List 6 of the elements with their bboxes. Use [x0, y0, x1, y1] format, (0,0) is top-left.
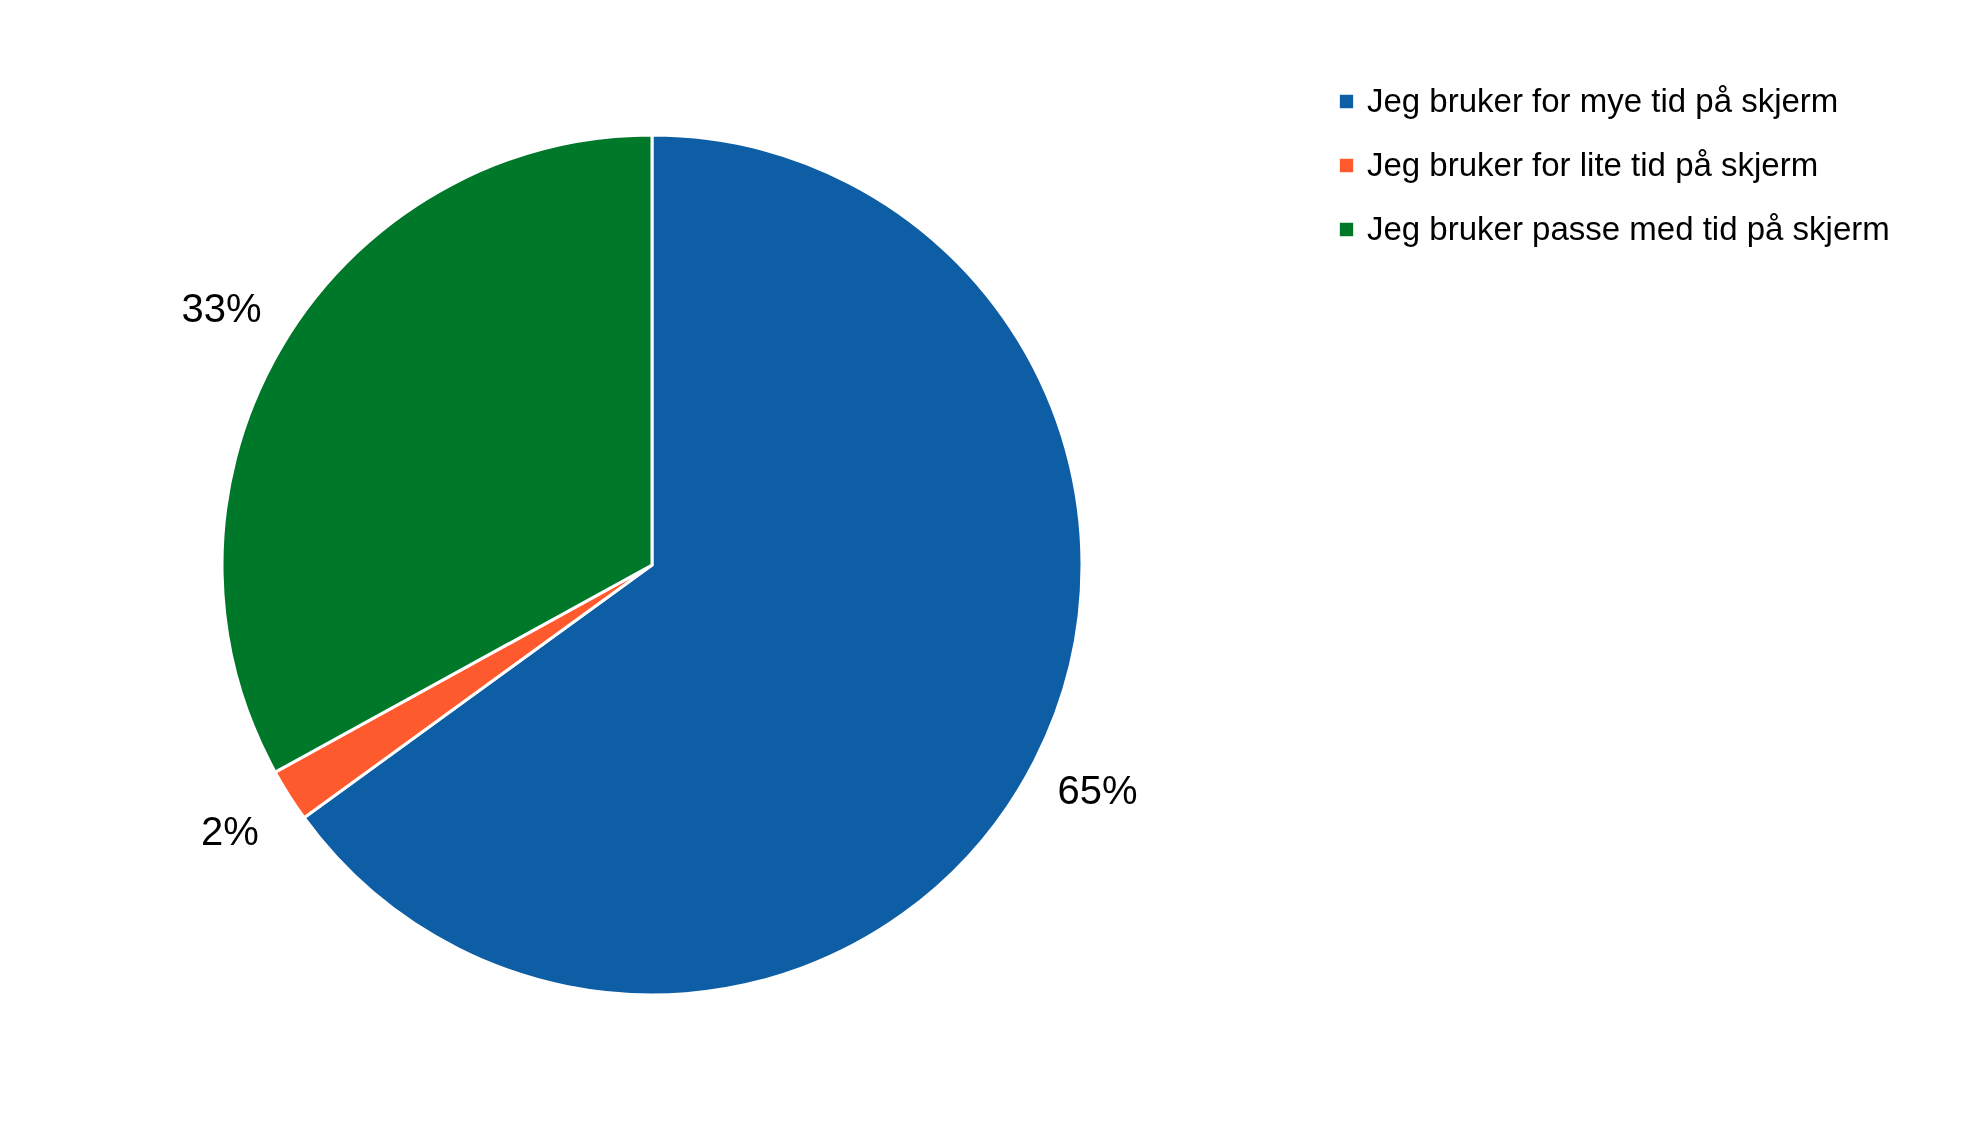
legend-label: Jeg bruker for lite tid på skjerm	[1367, 145, 1819, 183]
data-label: 33%	[181, 286, 262, 331]
data-label: 65%	[1057, 768, 1138, 812]
legend-label: Jeg bruker passe med tid på skjerm	[1367, 209, 1890, 247]
legend-label: Jeg bruker for mye tid på skjerm	[1367, 81, 1839, 119]
data-label: 2%	[200, 808, 259, 853]
